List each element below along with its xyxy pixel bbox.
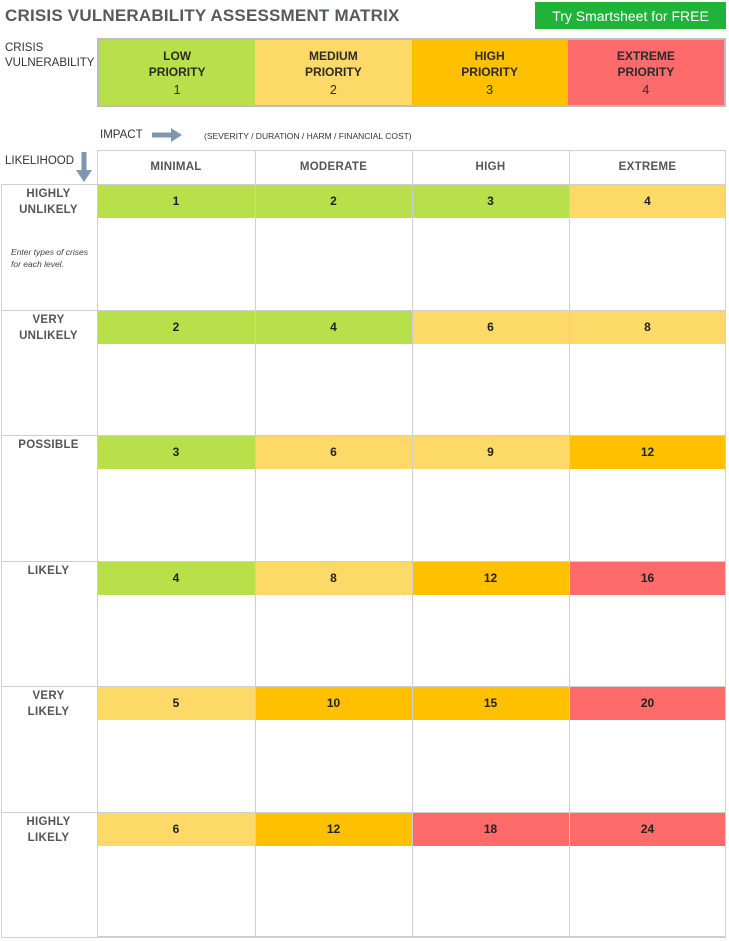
score-cell: 6: [255, 435, 412, 469]
row-label-text: VERY: [32, 690, 65, 702]
try-smartsheet-button[interactable]: Try Smartsheet for FREE: [535, 2, 726, 29]
score-cell: 20: [569, 686, 726, 720]
legend-text: MEDIUM: [309, 48, 358, 63]
legend-text: PRIORITY: [461, 64, 518, 79]
column-divider: [569, 150, 570, 937]
score-cell: 2: [255, 184, 412, 218]
row-divider: [1, 184, 726, 185]
legend-text: PRIORITY: [148, 64, 206, 79]
score-cell: 4: [569, 184, 726, 218]
legend-medium-priority: MEDIUM PRIORITY 2: [255, 40, 412, 105]
row-divider: [1, 811, 726, 813]
score-cell: 9: [412, 435, 569, 469]
score-cell: 3: [97, 435, 255, 469]
row-divider: [1, 937, 726, 938]
column-header-extreme: EXTREME: [618, 161, 677, 173]
down-arrow-icon: [76, 152, 92, 182]
row-divider: [1, 560, 726, 562]
score-cell: 16: [569, 560, 726, 595]
score-cell: 12: [412, 560, 569, 595]
matrix-header-border: [97, 150, 726, 937]
column-divider: [255, 150, 256, 937]
right-arrow-icon: [152, 128, 182, 142]
row-label-text: VERY: [32, 313, 65, 326]
row-label-likely: LIKELY: [0, 563, 97, 579]
row-label-highly-likely: HIGHLY LIKELY: [0, 814, 97, 846]
row-label-text: POSSIBLE: [18, 439, 79, 451]
score-cell: 4: [97, 560, 255, 595]
legend-text: PRIORITY: [305, 64, 362, 79]
column-divider: [412, 150, 413, 937]
legend-number: 4: [642, 82, 650, 97]
score-cell: 4: [255, 309, 412, 344]
legend-high-priority: HIGH PRIORITY 3: [411, 40, 568, 105]
row-label-text: LIKELY: [27, 831, 70, 844]
row-divider: [1, 435, 726, 436]
row-instruction-note: Enter types of crises for each level.: [11, 247, 89, 269]
page-title: CRISIS VULNERABILITY ASSESSMENT MATRIX: [5, 6, 400, 25]
legend-number: 2: [329, 82, 337, 97]
score-cell: 12: [255, 811, 412, 846]
row-label-text: UNLIKELY: [19, 204, 78, 216]
score-cell: 8: [255, 560, 412, 595]
impact-label: IMPACT: [100, 129, 143, 141]
score-cell: 12: [569, 435, 726, 469]
row-label-highly-unlikely: HIGHLY UNLIKELY: [0, 186, 97, 218]
legend-text: HIGH: [474, 48, 505, 63]
legend-text: PRIORITY: [617, 64, 675, 79]
score-cell: 5: [97, 686, 255, 720]
crisis-vulnerability-label: CRISIS VULNERABILITY: [5, 42, 95, 69]
score-cell: 24: [569, 811, 726, 846]
row-label-possible: POSSIBLE: [0, 437, 97, 453]
column-header-moderate: MODERATE: [299, 161, 368, 173]
row-divider: [1, 686, 726, 687]
legend-number: 3: [486, 82, 494, 97]
score-cell: 2: [97, 309, 255, 344]
row-label-text: UNLIKELY: [19, 329, 78, 342]
likelihood-label: LIKELIHOOD: [5, 155, 75, 167]
row-label-text: LIKELY: [27, 706, 70, 718]
legend-low-priority: LOW PRIORITY 1: [99, 40, 256, 105]
row-label-very-likely: VERY LIKELY: [0, 688, 97, 720]
score-cell: 3: [412, 184, 569, 218]
row-label-text: LIKELY: [27, 564, 70, 577]
impact-description: (SEVERITY / DURATION / HARM / FINANCIAL …: [204, 131, 412, 141]
row-label-very-unlikely: VERY UNLIKELY: [0, 312, 97, 344]
column-header-high: HIGH: [475, 161, 506, 173]
column-header-minimal: MINIMAL: [150, 161, 202, 173]
row-label-text: HIGHLY: [26, 188, 71, 200]
score-cell: 18: [412, 811, 569, 846]
row-divider: [1, 309, 726, 311]
legend-text: EXTREME: [616, 48, 675, 63]
row-label-text: HIGHLY: [26, 815, 71, 828]
legend-extreme-priority: EXTREME PRIORITY 4: [567, 40, 724, 105]
legend-text: LOW: [163, 48, 192, 63]
score-cell: 15: [412, 686, 569, 720]
score-cell: 6: [412, 309, 569, 344]
score-cell: 8: [569, 309, 726, 344]
score-cell: 10: [255, 686, 412, 720]
vulnerability-legend: LOW PRIORITY 1 MEDIUM PRIORITY 2 HIGH PRIORITY 3…: [97, 38, 726, 107]
legend-number: 1: [173, 82, 181, 97]
score-cell: 6: [97, 811, 255, 846]
score-cell: 1: [97, 184, 255, 218]
